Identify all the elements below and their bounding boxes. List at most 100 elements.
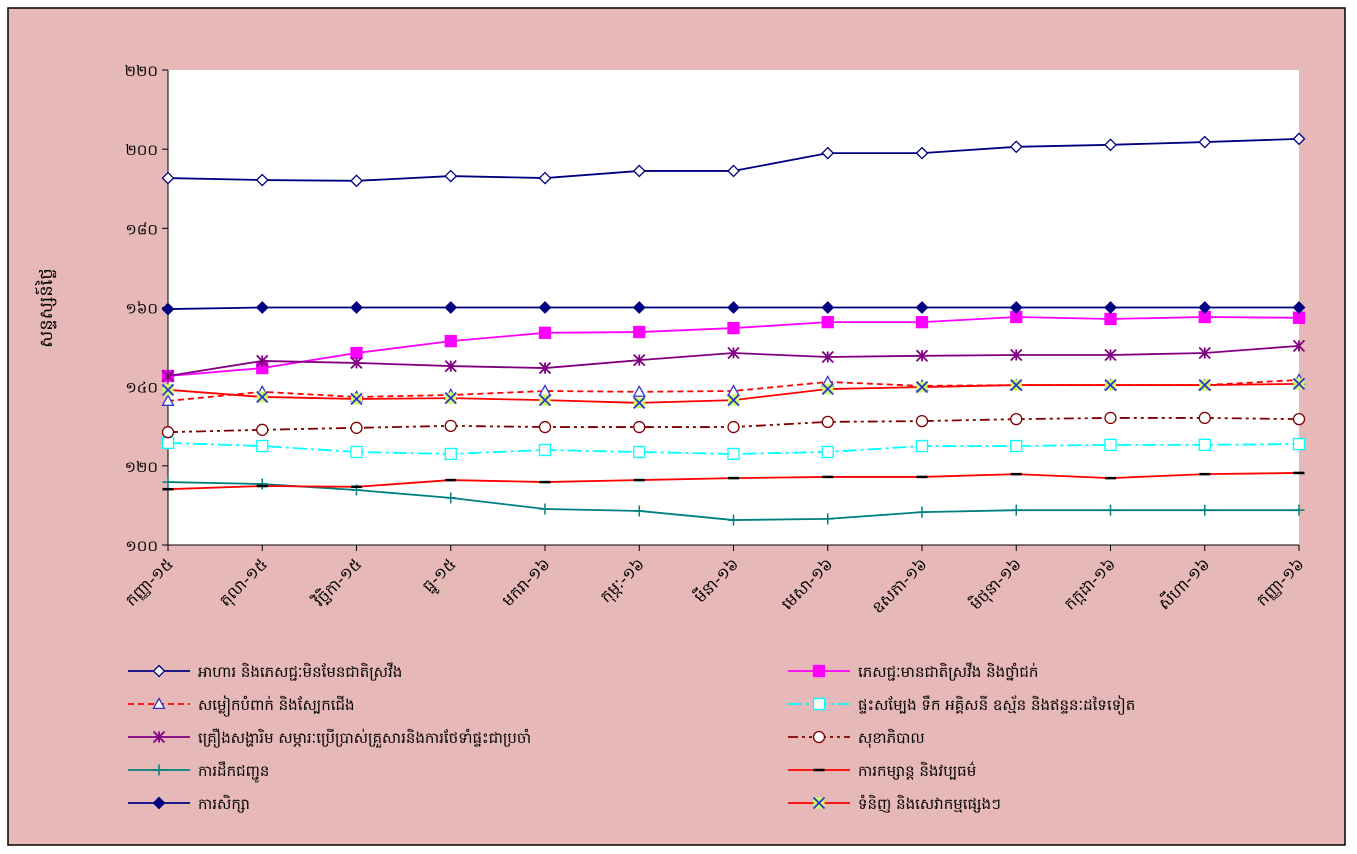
marker xyxy=(1198,438,1211,452)
marker xyxy=(822,513,834,525)
marker xyxy=(1292,412,1306,426)
marker xyxy=(161,426,175,439)
marker xyxy=(1104,411,1117,425)
marker xyxy=(1293,504,1305,516)
marker xyxy=(538,420,552,434)
y-tick-label: ១៨០ xyxy=(125,220,158,238)
y-axis-label: សន្ទស្សន៍ថ្លៃ xyxy=(34,268,57,348)
marker xyxy=(727,393,740,407)
marker xyxy=(1292,301,1306,314)
legend-label: ការដឹកជញ្ជូន xyxy=(198,761,269,783)
marker xyxy=(1104,138,1117,152)
marker xyxy=(821,415,834,429)
marker xyxy=(152,796,166,810)
marker xyxy=(444,334,457,348)
marker xyxy=(1010,412,1023,426)
marker xyxy=(444,419,457,433)
marker xyxy=(161,383,175,396)
marker xyxy=(255,173,269,187)
y-tick-label: ២០០ xyxy=(125,141,158,159)
marker xyxy=(161,394,175,406)
marker xyxy=(727,321,740,335)
marker xyxy=(444,392,457,405)
marker xyxy=(256,354,269,368)
marker xyxy=(1292,132,1306,146)
marker xyxy=(812,730,826,744)
marker xyxy=(812,664,826,678)
marker xyxy=(727,346,740,360)
marker xyxy=(727,447,740,461)
marker xyxy=(821,146,835,160)
marker xyxy=(350,445,363,459)
marker xyxy=(152,697,166,710)
marker xyxy=(1009,140,1023,154)
marker xyxy=(916,506,928,518)
marker xyxy=(633,420,646,434)
marker xyxy=(821,445,834,459)
marker xyxy=(727,420,740,434)
marker xyxy=(538,443,552,457)
marker xyxy=(915,380,929,394)
marker xyxy=(350,392,363,406)
marker xyxy=(812,796,826,810)
marker xyxy=(632,164,646,178)
marker xyxy=(1199,504,1211,516)
marker xyxy=(632,301,646,314)
marker xyxy=(162,476,174,488)
marker xyxy=(350,356,363,370)
marker xyxy=(1198,346,1211,360)
marker xyxy=(1104,438,1117,452)
marker xyxy=(444,169,458,183)
marker xyxy=(821,382,834,396)
marker xyxy=(152,730,166,744)
legend-label: ទំនិញ និងសេវាកម្មផ្សេងៗ xyxy=(858,794,1001,813)
marker xyxy=(915,301,929,314)
marker xyxy=(538,326,552,339)
marker xyxy=(256,423,269,436)
marker xyxy=(153,764,165,776)
marker xyxy=(821,350,834,364)
marker xyxy=(444,301,458,314)
marker xyxy=(161,302,175,316)
marker xyxy=(161,436,175,450)
marker xyxy=(538,361,552,375)
legend-label: ការកម្សាន្ត និងវប្បធម៌ xyxy=(858,761,976,780)
legend-label: សម្លៀកបំពាក់ និងស្បែកជើង xyxy=(198,695,355,717)
marker xyxy=(727,164,740,178)
marker xyxy=(1198,135,1212,149)
y-tick-label: ១៤០ xyxy=(125,379,158,397)
marker xyxy=(444,359,457,373)
legend-label: ការសិក្សា xyxy=(198,794,250,813)
legend-label: សុខាភិបាល xyxy=(858,728,925,748)
marker xyxy=(915,439,929,453)
y-tick-label: ១០០ xyxy=(125,537,158,555)
marker xyxy=(812,697,826,711)
marker xyxy=(821,315,834,329)
marker xyxy=(538,301,552,314)
marker xyxy=(350,301,363,314)
marker xyxy=(633,396,646,410)
marker xyxy=(255,301,269,314)
legend-label: អាហារ និងភេសជ្ជៈមិនមែនជាតិស្រវឹង xyxy=(198,662,402,681)
marker xyxy=(152,664,166,678)
marker xyxy=(915,414,929,428)
marker xyxy=(1292,437,1306,451)
marker xyxy=(1105,504,1116,516)
marker xyxy=(727,301,740,314)
marker xyxy=(256,390,269,404)
marker xyxy=(445,492,457,504)
marker xyxy=(915,146,929,160)
marker xyxy=(728,514,739,526)
marker xyxy=(161,171,175,185)
marker xyxy=(1292,311,1306,324)
marker xyxy=(633,445,646,459)
marker xyxy=(1010,378,1023,392)
marker xyxy=(1104,348,1117,362)
marker xyxy=(1010,504,1022,516)
marker xyxy=(633,354,646,367)
marker xyxy=(1010,348,1023,362)
legend-label: គ្រឿងសង្ហារិម សម្ភារៈប្រើប្រាស់គ្រួសារនិ… xyxy=(198,728,531,748)
marker xyxy=(915,315,929,329)
marker xyxy=(821,301,835,314)
